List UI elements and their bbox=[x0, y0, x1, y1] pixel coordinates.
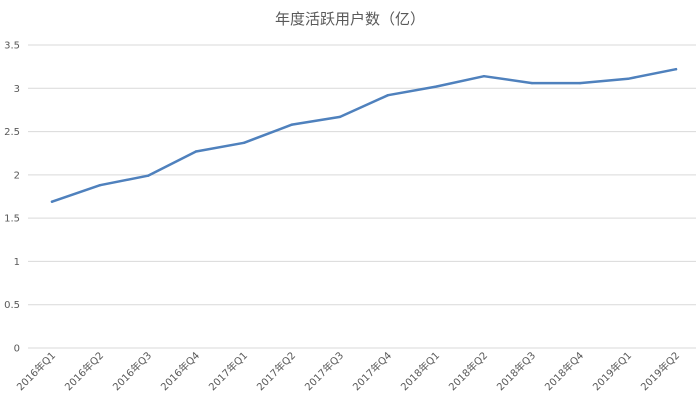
x-axis-tick-labels: 2016年Q1 2016年Q2 2016年Q3 2016年Q4 2017年Q1 2017年… bbox=[14, 349, 682, 393]
data-point bbox=[482, 74, 486, 78]
x-tick-label: 2016年Q4 bbox=[158, 349, 202, 393]
x-tick-label: 2018年Q1 bbox=[398, 349, 442, 393]
x-tick-label: 2017年Q3 bbox=[302, 349, 346, 393]
data-point bbox=[146, 174, 150, 177]
data-point bbox=[530, 81, 534, 85]
series-line bbox=[50, 67, 678, 203]
x-tick-label: 2018年Q3 bbox=[494, 349, 538, 393]
data-point bbox=[578, 81, 582, 85]
data-point bbox=[338, 115, 342, 119]
data-point bbox=[434, 85, 438, 88]
y-gridlines bbox=[28, 44, 696, 349]
x-tick-label: 2017年Q1 bbox=[206, 349, 250, 393]
data-point bbox=[290, 123, 294, 126]
data-point bbox=[194, 150, 198, 153]
y-tick-label: 3.5 bbox=[4, 41, 20, 52]
x-tick-label: 2016年Q2 bbox=[62, 349, 106, 393]
y-tick-label: 0.5 bbox=[4, 300, 20, 311]
x-tick-label: 2016年Q3 bbox=[110, 349, 154, 393]
y-tick-label: 1.5 bbox=[4, 214, 20, 225]
y-tick-label: 2.5 bbox=[4, 127, 20, 138]
x-tick-label: 2019年Q1 bbox=[590, 349, 634, 393]
y-axis-tick-labels: 0 0.5 1 1.5 2 2.5 3 3.5 bbox=[4, 41, 20, 355]
data-point bbox=[98, 184, 102, 187]
y-tick-label: 3 bbox=[14, 84, 20, 95]
data-point bbox=[50, 200, 54, 203]
x-tick-label: 2017年Q4 bbox=[350, 349, 394, 393]
x-tick-label: 2019年Q2 bbox=[638, 349, 682, 393]
data-point bbox=[626, 77, 630, 80]
x-tick-label: 2018年Q2 bbox=[446, 349, 490, 393]
y-tick-label: 2 bbox=[14, 170, 20, 181]
data-point bbox=[674, 68, 678, 71]
data-point bbox=[386, 94, 390, 97]
x-tick-label: 2018年Q4 bbox=[542, 349, 586, 393]
series-lines bbox=[50, 67, 678, 203]
y-tick-label: 1 bbox=[14, 257, 20, 268]
x-tick-label: 2017年Q2 bbox=[254, 349, 298, 393]
chart-title: 年度活跃用户数（亿） bbox=[275, 10, 425, 28]
data-point bbox=[242, 141, 246, 145]
y-tick-label: 0 bbox=[14, 344, 20, 355]
x-tick-label: 2016年Q1 bbox=[14, 349, 58, 393]
